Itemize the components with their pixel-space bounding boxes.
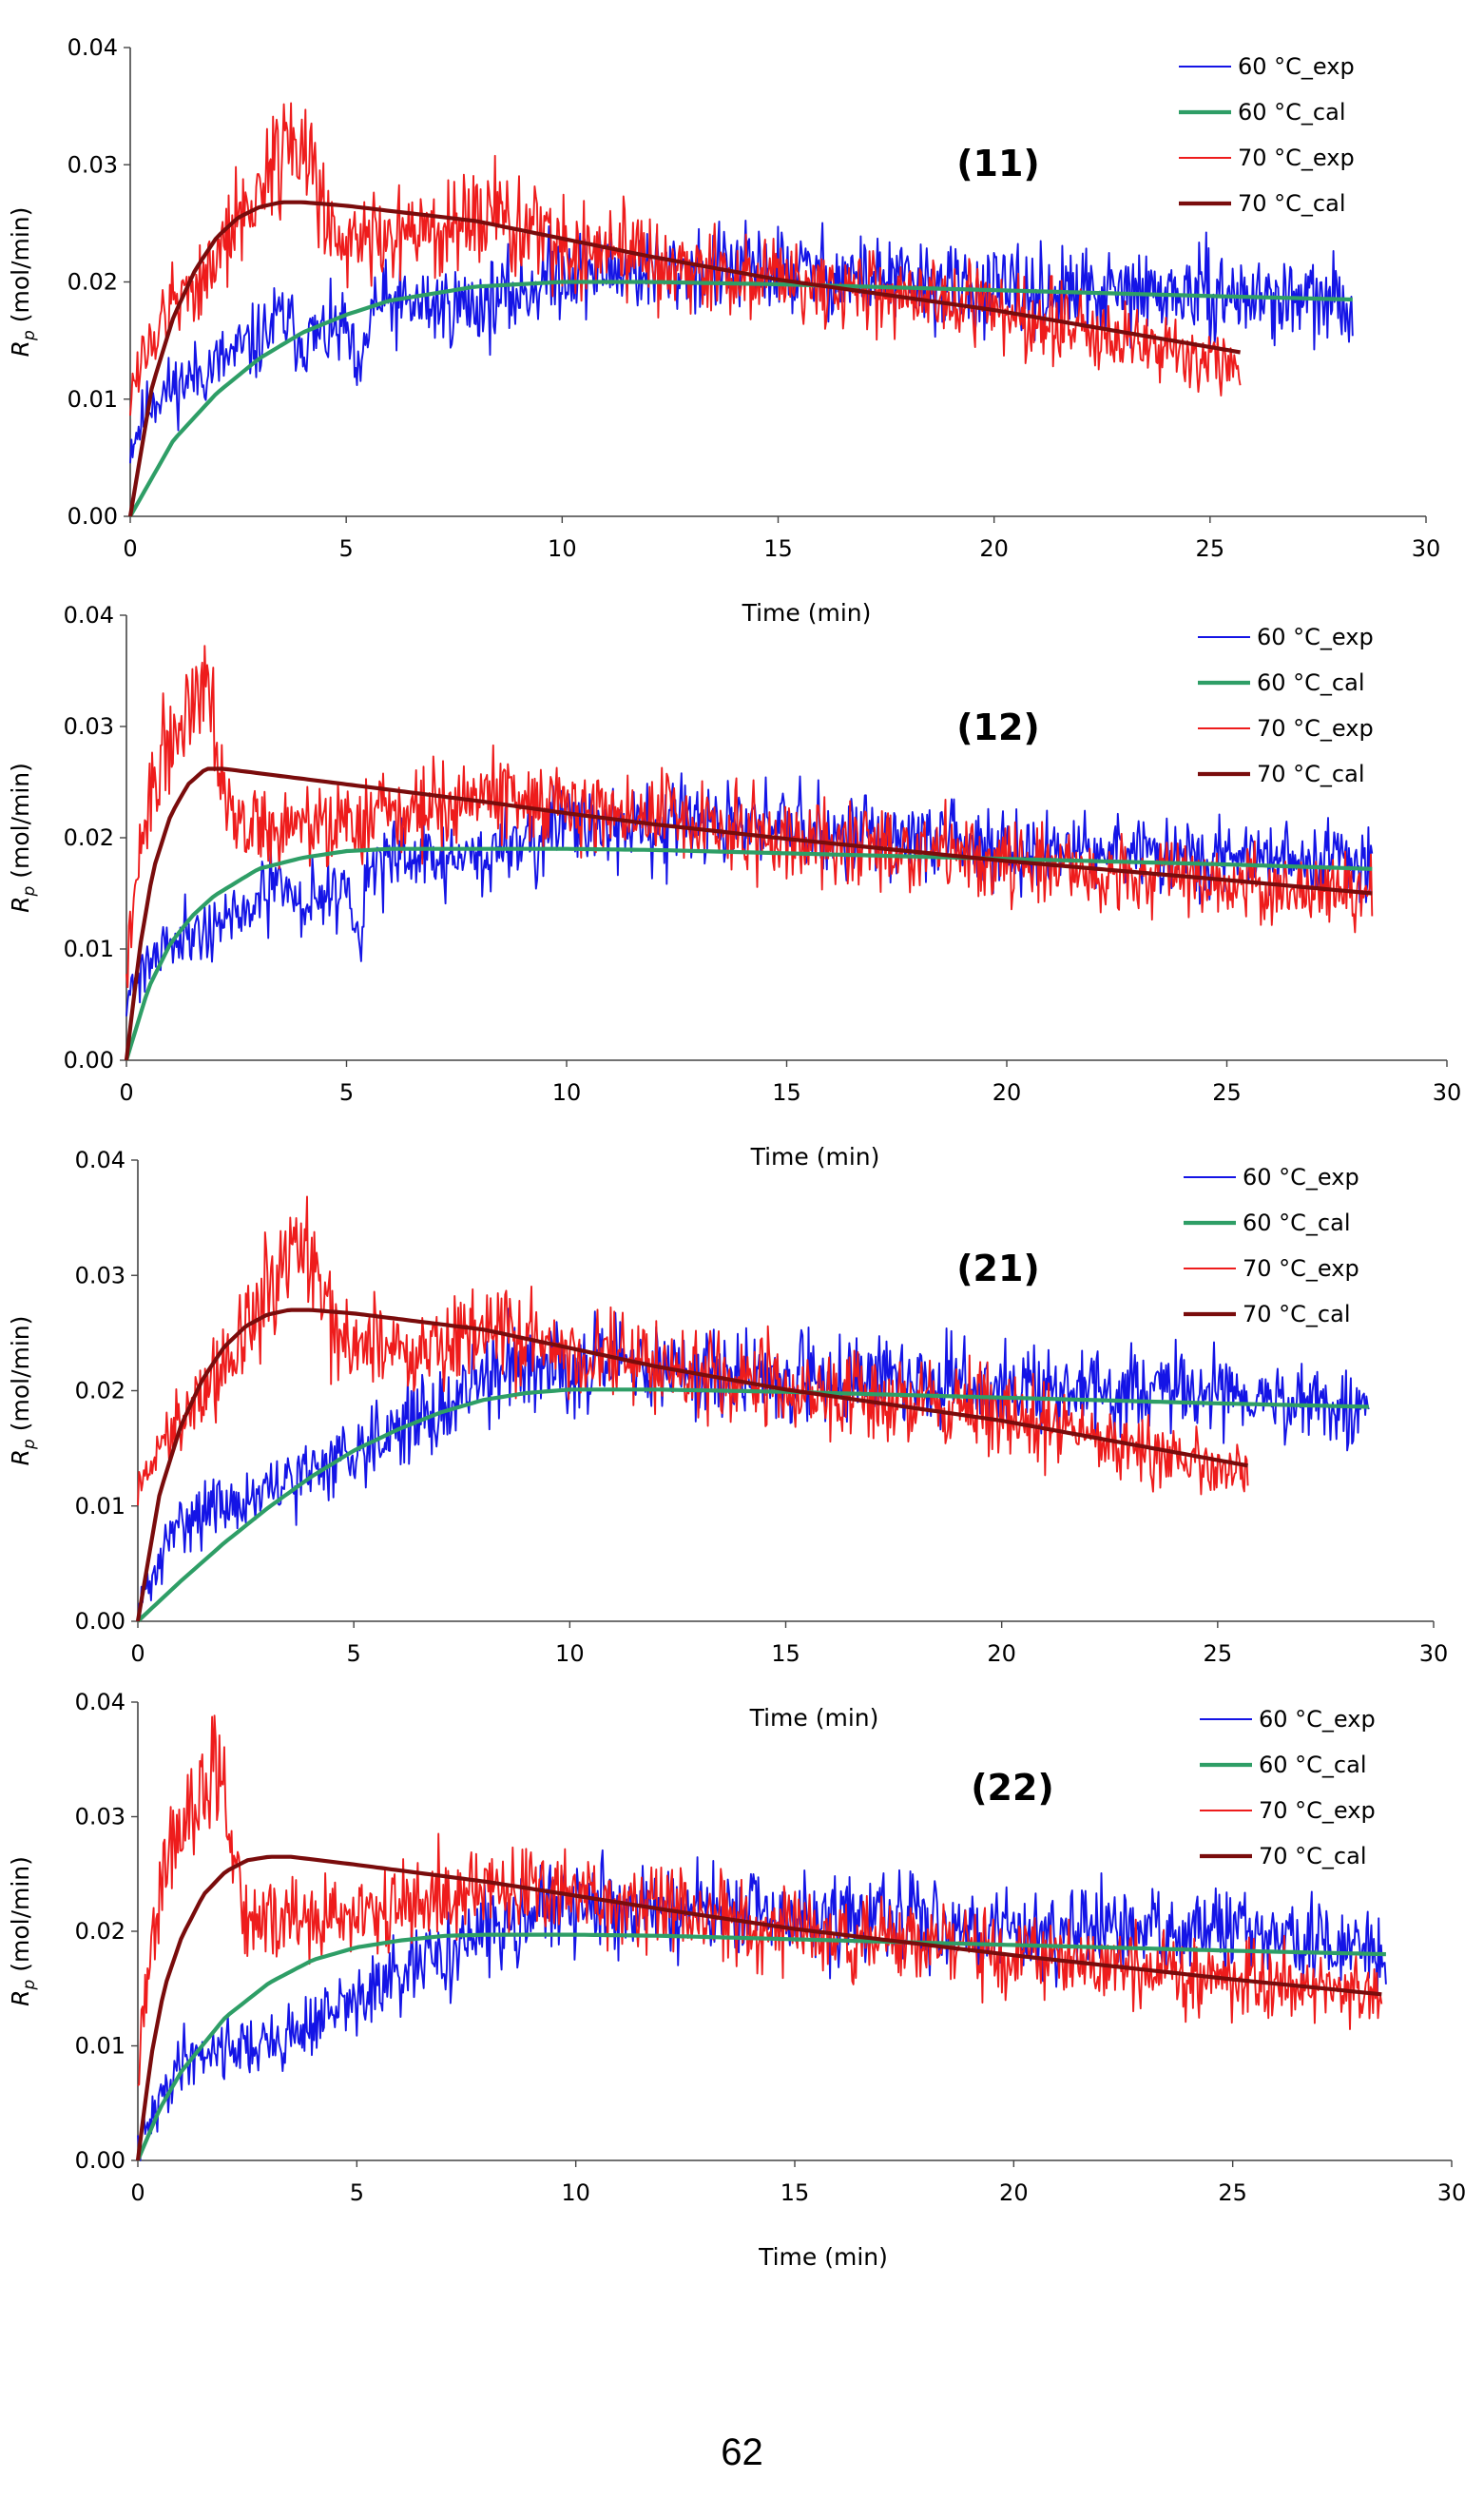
x-tick-label: 0 bbox=[123, 535, 137, 562]
panel-label: (12) bbox=[956, 707, 1040, 748]
y-tick-label: 0.01 bbox=[75, 2033, 125, 2060]
panel-label: (21) bbox=[956, 1248, 1040, 1289]
legend-label: 70 °C_exp bbox=[1259, 1797, 1376, 1824]
series-line-60-c-cal bbox=[136, 1932, 1386, 2161]
x-tick-label: 10 bbox=[561, 2179, 590, 2206]
legend-label: 60 °C_cal bbox=[1243, 1210, 1351, 1236]
y-tick-label: 0.03 bbox=[64, 713, 114, 740]
chart-panel-4: 0.00 0.01 0.02 0.03 0.04 0 5 10 15 20 25 30 Time (mi… bbox=[7, 1689, 1466, 2271]
series-line-70-c-cal bbox=[135, 1307, 1248, 1622]
x-axis-label: Time (min) bbox=[742, 599, 872, 627]
legend: 60 °C_exp 60 °C_cal 70 °C_exp 70 °C_cal bbox=[1198, 624, 1374, 787]
legend-label: 60 °C_cal bbox=[1238, 99, 1346, 126]
x-tick-label: 5 bbox=[339, 1079, 354, 1106]
y-tick-label: 0.02 bbox=[75, 1918, 125, 1945]
series-line-70-c-cal bbox=[124, 766, 1373, 1061]
series-line-70-c-exp bbox=[129, 102, 1242, 416]
y-tick-label: 0.03 bbox=[75, 1804, 125, 1830]
x-tick-label: 0 bbox=[119, 1079, 133, 1106]
y-tick-label: 0.00 bbox=[75, 1608, 125, 1635]
y-tick-label: 0.01 bbox=[67, 386, 118, 413]
x-tick-label: 0 bbox=[130, 1640, 145, 1667]
x-tick-label: 20 bbox=[987, 1640, 1016, 1667]
series-line-70-c-cal bbox=[135, 1854, 1382, 2161]
chart-panel-2: 0.00 0.01 0.02 0.03 0.04 0 5 10 15 20 25 30 Time (mi… bbox=[7, 602, 1461, 1171]
y-tick-label: 0.04 bbox=[67, 34, 118, 61]
y-tick-label: 0.03 bbox=[75, 1262, 125, 1288]
x-axis-label: Time (min) bbox=[758, 2243, 888, 2271]
y-tick-label: 0.01 bbox=[75, 1493, 125, 1520]
legend-label: 70 °C_cal bbox=[1243, 1301, 1351, 1327]
x-tick-label: 5 bbox=[347, 1640, 361, 1667]
y-tick-label: 0.02 bbox=[64, 824, 114, 851]
page-number: 62 bbox=[721, 2431, 763, 2473]
x-tick-label: 10 bbox=[548, 535, 577, 562]
legend-label: 70 °C_cal bbox=[1259, 1843, 1367, 1869]
legend-label: 70 °C_exp bbox=[1238, 145, 1355, 171]
y-tick-label: 0.04 bbox=[75, 1147, 125, 1173]
legend-label: 60 °C_cal bbox=[1259, 1752, 1367, 1778]
series-line-60-c-exp bbox=[125, 772, 1374, 1017]
legend-label: 70 °C_cal bbox=[1257, 761, 1365, 787]
y-tick-label: 0.00 bbox=[75, 2147, 125, 2174]
y-axis-label: Rp (mol/min) bbox=[7, 763, 39, 913]
x-axis-label: Time (min) bbox=[750, 1143, 880, 1171]
y-tick-label: 0.04 bbox=[75, 1689, 125, 1715]
legend-label: 70 °C_exp bbox=[1243, 1255, 1359, 1282]
x-axis-label: Time (min) bbox=[749, 1704, 879, 1732]
x-tick-label: 10 bbox=[552, 1079, 582, 1106]
series-line-70-c-exp bbox=[125, 645, 1374, 989]
series-line-60-c-cal bbox=[124, 846, 1373, 1061]
x-tick-label: 30 bbox=[1433, 1079, 1462, 1106]
legend-label: 60 °C_exp bbox=[1259, 1706, 1376, 1733]
series-line-60-c-exp bbox=[129, 220, 1354, 464]
y-tick-label: 0.01 bbox=[64, 936, 114, 962]
y-axis-label: Rp (mol/min) bbox=[7, 207, 39, 358]
x-tick-label: 25 bbox=[1196, 535, 1225, 562]
x-tick-label: 30 bbox=[1412, 535, 1441, 562]
y-tick-label: 0.02 bbox=[75, 1378, 125, 1404]
x-tick-label: 25 bbox=[1204, 1640, 1233, 1667]
legend: 60 °C_exp 60 °C_cal 70 °C_exp 70 °C_cal bbox=[1179, 53, 1355, 217]
legend-label: 70 °C_cal bbox=[1238, 190, 1346, 217]
x-tick-label: 25 bbox=[1218, 2179, 1247, 2206]
y-axis-label: Rp (mol/min) bbox=[7, 1856, 39, 2006]
series-line-70-c-cal bbox=[127, 200, 1241, 517]
x-tick-label: 20 bbox=[993, 1079, 1022, 1106]
y-tick-label: 0.02 bbox=[67, 269, 118, 296]
y-tick-label: 0.00 bbox=[64, 1047, 114, 1074]
legend-label: 60 °C_exp bbox=[1257, 624, 1374, 650]
x-tick-label: 20 bbox=[999, 2179, 1029, 2206]
x-tick-label: 5 bbox=[350, 2179, 364, 2206]
legend-label: 60 °C_cal bbox=[1257, 669, 1365, 696]
chart-panel-1: 0.00 0.01 0.02 0.03 0.04 0 5 10 15 20 25 30 Time (mi… bbox=[7, 34, 1440, 627]
x-tick-label: 0 bbox=[130, 2179, 145, 2206]
x-tick-label: 30 bbox=[1419, 1640, 1449, 1667]
legend-label: 60 °C_exp bbox=[1238, 53, 1355, 80]
series-line-60-c-cal bbox=[128, 280, 1353, 518]
x-tick-label: 15 bbox=[771, 1640, 800, 1667]
x-tick-label: 20 bbox=[979, 535, 1009, 562]
x-tick-label: 15 bbox=[763, 535, 793, 562]
x-tick-label: 5 bbox=[339, 535, 354, 562]
panel-label: (22) bbox=[971, 1767, 1054, 1809]
x-tick-label: 10 bbox=[555, 1640, 585, 1667]
x-tick-label: 15 bbox=[772, 1079, 801, 1106]
x-tick-label: 15 bbox=[781, 2179, 810, 2206]
y-tick-label: 0.00 bbox=[67, 503, 118, 530]
legend: 60 °C_exp 60 °C_cal 70 °C_exp 70 °C_cal bbox=[1184, 1164, 1359, 1327]
series-line-60-c-cal bbox=[136, 1387, 1369, 1623]
y-tick-label: 0.03 bbox=[67, 151, 118, 178]
legend-label: 60 °C_exp bbox=[1243, 1164, 1359, 1191]
legend-label: 70 °C_exp bbox=[1257, 715, 1374, 742]
y-tick-label: 0.04 bbox=[64, 602, 114, 629]
panel-label: (11) bbox=[956, 143, 1040, 184]
x-tick-label: 30 bbox=[1437, 2179, 1467, 2206]
series-line-60-c-exp bbox=[137, 1849, 1387, 2161]
legend: 60 °C_exp 60 °C_cal 70 °C_exp 70 °C_cal bbox=[1200, 1706, 1376, 1869]
x-tick-label: 25 bbox=[1212, 1079, 1242, 1106]
y-axis-label: Rp (mol/min) bbox=[7, 1316, 39, 1466]
